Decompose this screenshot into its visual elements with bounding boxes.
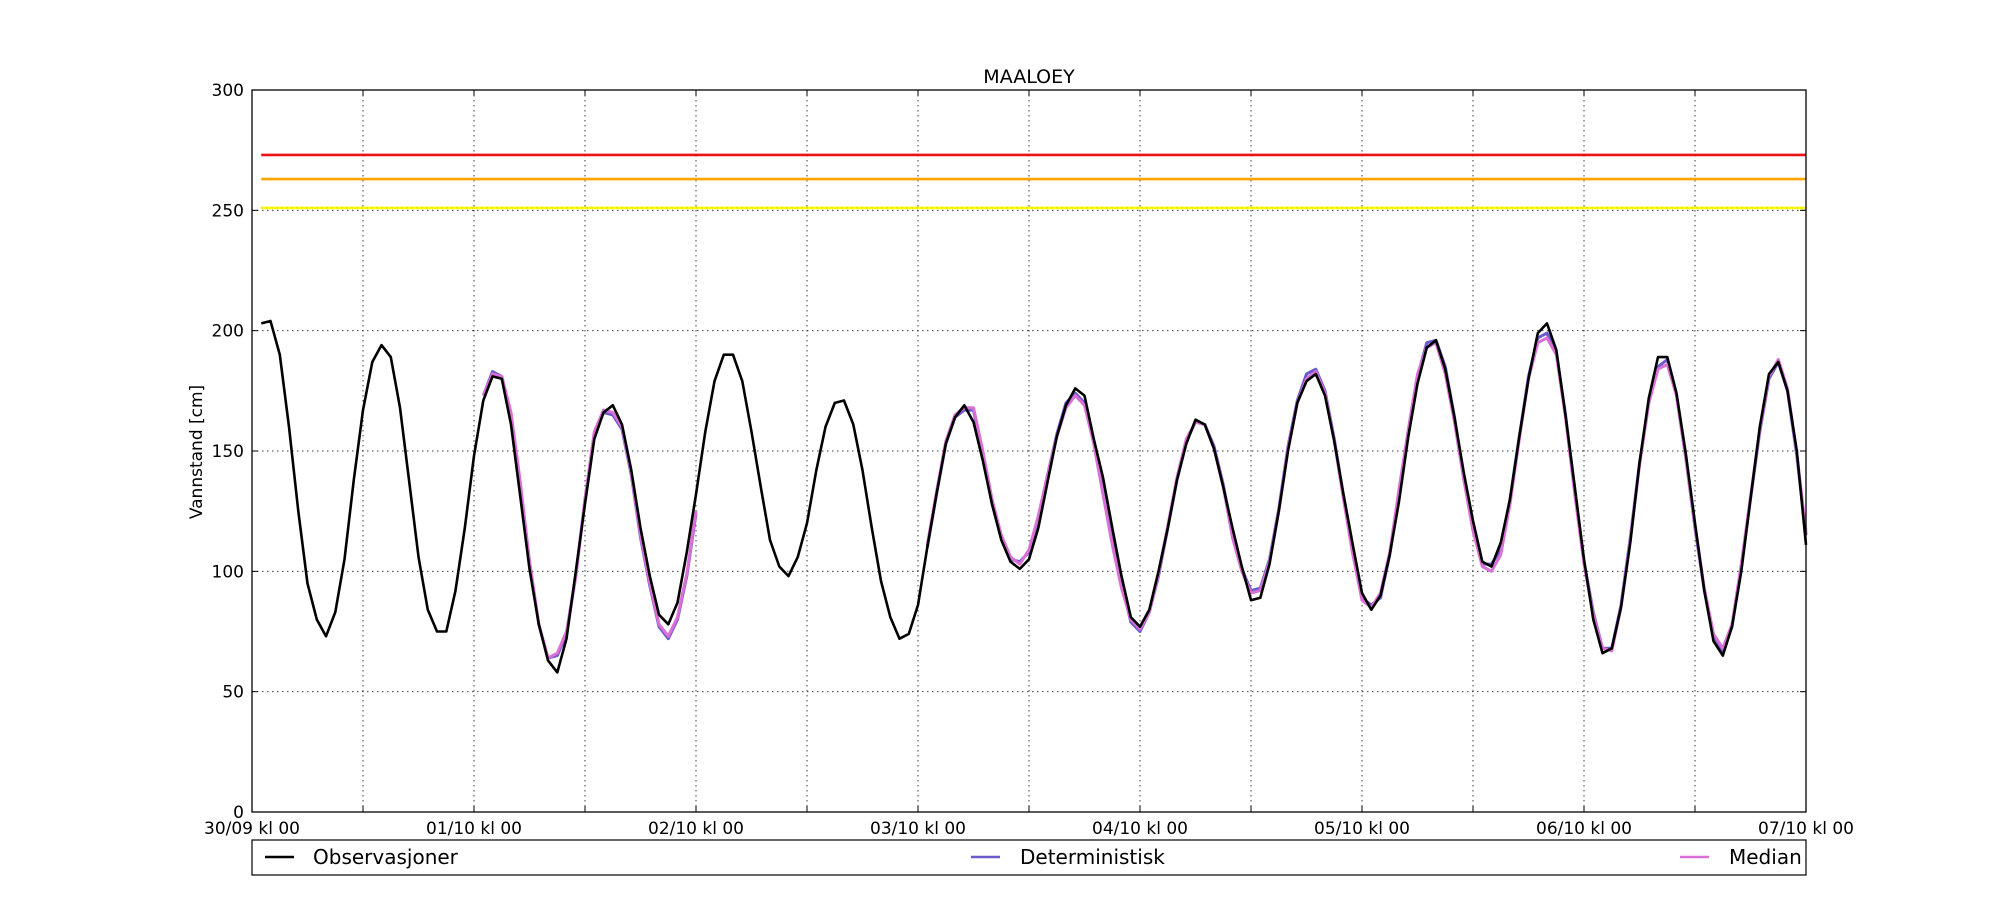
legend: Observasjoner Deterministisk Median xyxy=(251,839,1807,876)
y-tick-label: 150 xyxy=(212,442,244,462)
y-tick-label: 100 xyxy=(212,562,244,582)
x-tick-label: 03/10 kl 00 xyxy=(870,819,966,839)
x-tick-label: 07/10 kl 00 xyxy=(1758,819,1854,839)
y-axis-label: Vannstand [cm] xyxy=(187,385,207,519)
axis-ticks: 30/09 kl 00 01/10 kl 00 02/10 kl 00 03/10 k… xyxy=(204,81,1854,839)
grid-lines xyxy=(252,90,1806,812)
legend-label-observasjoner: Observasjoner xyxy=(313,845,459,869)
legend-label-deterministisk: Deterministisk xyxy=(1020,845,1165,869)
y-tick-label: 0 xyxy=(233,803,244,823)
x-tick-label: 04/10 kl 00 xyxy=(1092,819,1188,839)
y-tick-label: 50 xyxy=(222,683,244,703)
chart-title: MAALOEY xyxy=(983,66,1075,88)
series-line-deterministisk xyxy=(481,370,698,660)
y-tick-label: 250 xyxy=(212,201,244,221)
series-line-observasjoner xyxy=(260,319,1808,674)
series-lines xyxy=(260,319,1808,674)
legend-box xyxy=(251,839,1807,876)
series-line-median xyxy=(481,372,698,660)
x-tick-label: 02/10 kl 00 xyxy=(648,819,744,839)
x-tick-label: 05/10 kl 00 xyxy=(1314,819,1410,839)
y-tick-label: 300 xyxy=(212,81,244,101)
x-tick-label: 06/10 kl 00 xyxy=(1536,819,1632,839)
x-tick-label: 01/10 kl 00 xyxy=(426,819,522,839)
legend-label-median: Median xyxy=(1729,845,1802,869)
x-tick-label: 30/09 kl 00 xyxy=(204,819,300,839)
threshold-lines xyxy=(261,153,1806,210)
y-tick-label: 200 xyxy=(212,322,244,342)
